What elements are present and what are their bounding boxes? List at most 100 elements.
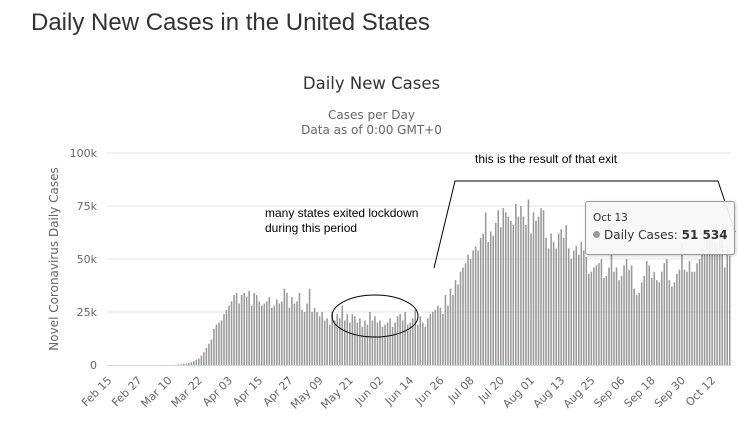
bar[interactable] [444, 295, 447, 365]
bar[interactable] [640, 282, 643, 365]
bar[interactable] [698, 259, 701, 365]
bar[interactable] [245, 297, 248, 365]
bar[interactable] [447, 305, 449, 365]
bar[interactable] [359, 318, 361, 365]
bar[interactable] [623, 265, 625, 365]
bar[interactable] [512, 225, 515, 365]
bar[interactable] [625, 259, 628, 365]
bar[interactable] [474, 246, 477, 365]
bar[interactable] [487, 242, 489, 365]
bar[interactable] [479, 237, 482, 365]
bar[interactable] [469, 259, 472, 365]
bar[interactable] [427, 318, 429, 365]
bar[interactable] [507, 216, 510, 365]
bar[interactable] [653, 271, 656, 365]
bar[interactable] [278, 303, 281, 365]
bar[interactable] [399, 314, 401, 365]
bar[interactable] [673, 282, 676, 365]
bar[interactable] [577, 254, 580, 365]
bar[interactable] [193, 361, 195, 365]
bar[interactable] [540, 208, 542, 365]
bar[interactable] [341, 305, 344, 365]
bar[interactable] [195, 359, 198, 365]
bar[interactable] [349, 322, 351, 365]
bar[interactable] [542, 210, 545, 365]
bar[interactable] [177, 364, 180, 366]
bar[interactable] [708, 233, 711, 365]
bar[interactable] [663, 263, 666, 365]
bar[interactable] [182, 363, 185, 365]
bar[interactable] [562, 237, 565, 365]
bar[interactable] [386, 322, 389, 365]
bar[interactable] [608, 267, 610, 365]
bar[interactable] [225, 309, 228, 365]
bar[interactable] [547, 248, 550, 365]
bar[interactable] [351, 314, 354, 365]
bar[interactable] [545, 237, 547, 365]
bar[interactable] [452, 295, 454, 365]
bar[interactable] [263, 303, 266, 365]
bar[interactable] [391, 326, 394, 365]
bar[interactable] [243, 292, 245, 365]
bar[interactable] [253, 292, 255, 365]
bar[interactable] [437, 305, 439, 365]
bar[interactable] [454, 280, 457, 365]
bar[interactable] [552, 242, 555, 365]
bar[interactable] [228, 305, 230, 365]
bar[interactable] [268, 297, 271, 365]
bar[interactable] [180, 364, 183, 365]
bar[interactable] [510, 220, 512, 365]
bar[interactable] [661, 271, 663, 365]
bar[interactable] [394, 322, 396, 365]
bar[interactable] [271, 307, 273, 365]
bar[interactable] [424, 326, 427, 365]
bar[interactable] [379, 320, 381, 365]
bar[interactable] [381, 326, 384, 365]
bar[interactable] [321, 312, 323, 365]
bar[interactable] [238, 303, 240, 365]
bar[interactable] [728, 255, 731, 365]
bar[interactable] [530, 233, 532, 365]
bar[interactable] [276, 299, 278, 365]
bar[interactable] [457, 284, 459, 365]
bar[interactable] [492, 235, 495, 365]
bar[interactable] [273, 305, 276, 365]
bar[interactable] [721, 227, 723, 365]
bar[interactable] [421, 322, 424, 365]
bar[interactable] [369, 312, 371, 365]
bar[interactable] [497, 210, 500, 365]
bar[interactable] [233, 295, 235, 365]
bar[interactable] [618, 280, 620, 365]
bar[interactable] [308, 288, 311, 365]
bar[interactable] [628, 269, 630, 365]
bar[interactable] [583, 250, 585, 365]
bar[interactable] [198, 358, 200, 365]
bar[interactable] [482, 233, 484, 365]
bar[interactable] [406, 324, 409, 365]
bar[interactable] [615, 267, 618, 365]
bar[interactable] [655, 280, 658, 365]
bar[interactable] [718, 229, 721, 365]
bar[interactable] [713, 242, 716, 365]
bar[interactable] [588, 273, 590, 365]
bar[interactable] [706, 235, 708, 365]
bar[interactable] [671, 286, 673, 365]
bar[interactable] [585, 256, 588, 365]
bar[interactable] [477, 250, 479, 365]
bar[interactable] [560, 229, 562, 365]
bar[interactable] [200, 355, 203, 365]
bar[interactable] [258, 301, 261, 365]
bar[interactable] [213, 328, 215, 365]
bar[interactable] [572, 250, 575, 365]
bar[interactable] [409, 322, 411, 365]
bar[interactable] [565, 225, 567, 365]
bar[interactable] [316, 312, 318, 365]
bar[interactable] [419, 316, 422, 365]
bar[interactable] [283, 288, 286, 365]
bar[interactable] [442, 314, 444, 365]
bar[interactable] [610, 254, 613, 365]
bar[interactable] [683, 269, 686, 365]
bar[interactable] [220, 320, 223, 365]
bar[interactable] [711, 235, 713, 365]
bar[interactable] [190, 362, 193, 365]
